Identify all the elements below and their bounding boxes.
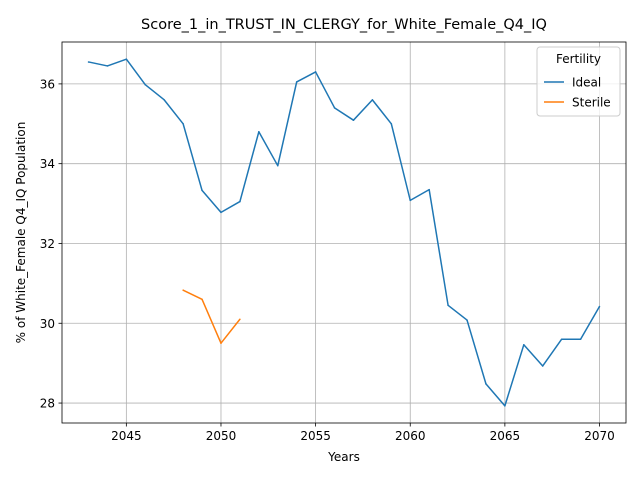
series-line-sterile <box>182 289 241 344</box>
series-lines <box>87 58 601 407</box>
data-point-sterile <box>201 298 203 301</box>
data-point-ideal <box>409 199 411 202</box>
y-tick-label: 34 <box>40 157 55 171</box>
data-point-ideal <box>485 383 487 385</box>
grid-lines <box>62 42 626 423</box>
x-tick-label: 2045 <box>111 429 142 443</box>
data-point-ideal <box>523 344 525 346</box>
legend: Fertility Ideal Sterile <box>536 46 621 117</box>
data-point-ideal <box>258 131 260 133</box>
data-point-ideal <box>560 338 563 340</box>
data-point-ideal <box>504 405 506 407</box>
data-point-sterile <box>220 342 222 344</box>
data-point-ideal <box>125 58 128 60</box>
y-axis-label: % of White_Female Q4_IQ Population <box>14 122 28 344</box>
x-tick-label: 2060 <box>395 429 426 443</box>
data-point-ideal <box>163 99 165 101</box>
chart-title: Score_1_in_TRUST_IN_CLERGY_for_White_Fem… <box>141 17 547 33</box>
x-tick-label: 2070 <box>584 429 615 443</box>
data-point-ideal <box>541 365 544 367</box>
y-tick-label: 36 <box>40 77 55 91</box>
data-point-ideal <box>182 123 184 125</box>
data-point-ideal <box>352 119 355 121</box>
plot-frame <box>61 41 627 424</box>
y-tick-label: 28 <box>40 397 55 411</box>
data-point-ideal <box>447 304 449 307</box>
x-tick-label: 2065 <box>490 429 521 443</box>
data-point-ideal <box>371 99 374 101</box>
data-point-ideal <box>106 65 109 67</box>
data-point-sterile <box>239 318 241 321</box>
x-axis-label: Years <box>327 450 360 464</box>
legend-box <box>536 46 621 117</box>
data-point-sterile <box>182 289 184 291</box>
data-point-ideal <box>333 107 336 109</box>
data-point-ideal <box>87 61 90 63</box>
data-point-ideal <box>220 211 222 214</box>
legend-label-sterile: Sterile <box>572 96 611 110</box>
data-point-ideal <box>295 81 298 83</box>
y-tick-label: 32 <box>40 237 55 251</box>
data-point-ideal <box>239 200 241 203</box>
data-point-ideal <box>277 164 279 167</box>
x-tick-label: 2055 <box>300 429 331 443</box>
data-point-ideal <box>466 319 468 321</box>
data-point-ideal <box>201 189 203 192</box>
data-point-ideal <box>144 83 147 86</box>
data-point-ideal <box>579 338 582 340</box>
data-point-ideal <box>390 123 393 125</box>
axis-ticks: 2045 2050 2055 2060 2065 2070 28 30 32 34 36 <box>40 77 615 443</box>
x-tick-label: 2050 <box>206 429 237 443</box>
legend-label-ideal: Ideal <box>572 76 601 90</box>
data-point-ideal <box>314 71 317 73</box>
series-line-ideal <box>88 58 601 407</box>
data-point-ideal <box>428 188 430 191</box>
data-point-ideal <box>598 305 601 308</box>
y-tick-label: 30 <box>40 317 55 331</box>
legend-title: Fertility <box>556 52 601 66</box>
